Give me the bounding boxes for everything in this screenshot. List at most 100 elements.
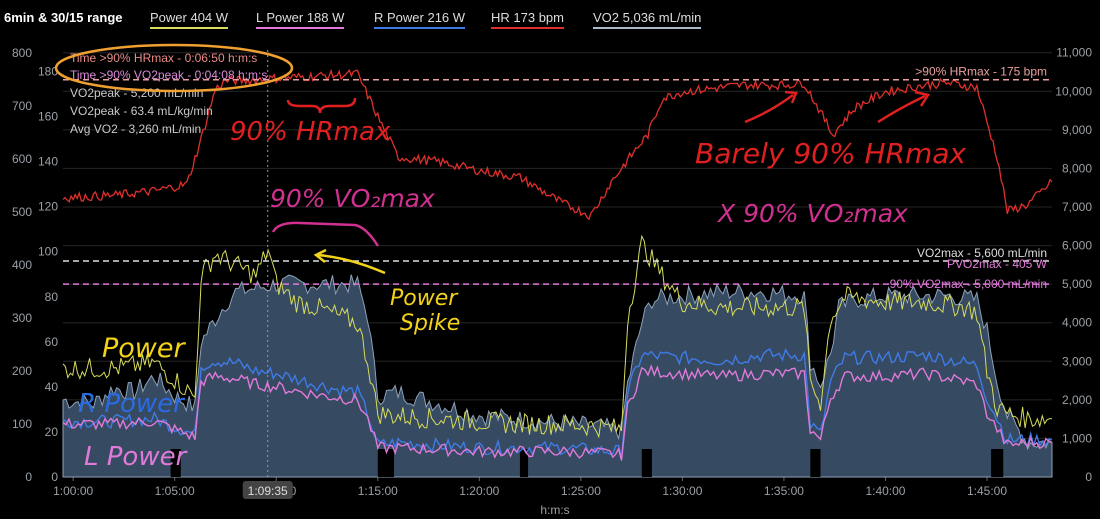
vo2-axis: 0 1,000 2,000 3,000 4,000 5,000 6,000 7,000 8,00… [1055,46,1092,484]
series-hr-line [62,68,1053,221]
vo2-tick-label: 5,000 [1062,277,1092,291]
legend-l-power[interactable]: L Power 188 W [256,10,345,29]
hr-tick-label: 80 [45,290,59,304]
stat-vo2peak: VO2peak - 5,200 mL/min [70,86,203,100]
arrowhead-1 [784,90,798,104]
stats-highlight-circle [54,43,294,93]
legend-hr[interactable]: HR 173 bpm [491,10,564,29]
stat-avg-vo2: Avg VO2 - 3,260 mL/min [70,122,201,136]
chart-series [62,68,1053,478]
reference-line-label: >90% HRmax - 175 bpm [915,65,1047,79]
series-power-line [62,234,1053,439]
recording-gap [170,449,181,477]
x-tick-label: 1:30:00 [662,484,702,498]
legend-r-power-label: R Power 216 W [374,10,466,25]
annotation-l-power: L Power [84,442,189,472]
vo2-tick-label: 7,000 [1062,200,1092,214]
recording-gap [377,449,395,477]
chart-legend-bar: 6min & 30/15 range Power 404 W L Power 1… [0,0,1100,36]
power-axis: 0 100 200 300 400 500 600 700 800 [12,46,32,484]
vo2-tick-label: 10,000 [1055,84,1092,98]
power-tick-label: 200 [12,364,32,378]
cursor-time-label: 1:09:35 [248,484,288,498]
x-tick-label: 1:05:00 [155,484,195,498]
hr-tick-label: 40 [45,380,59,394]
legend-vo2-swatch [593,27,702,29]
vo2-tick-label: 2,000 [1062,393,1092,407]
annotation-90-vo2max: 90% VO₂max [270,184,435,213]
arrow-to-power-spike [317,253,386,275]
vo2-tick-label: 9,000 [1062,123,1092,137]
vo2-brace [271,221,380,247]
hr-tick-label: 100 [38,245,58,259]
power-tick-label: 0 [25,470,32,484]
legend-power-swatch [150,27,229,29]
arrowhead-2 [914,90,931,107]
x-axis-label: h:m:s [540,503,569,517]
hr-tick-label: 160 [38,110,58,124]
legend-l-power-swatch [256,27,345,29]
x-tick-label: 1:35:00 [764,484,804,498]
legend-hr-swatch [491,27,564,29]
power-tick-label: 800 [12,46,32,60]
hr-tick-label: 60 [45,335,59,349]
annotation-power-spike-line2: Spike [400,311,460,336]
hr-axis: 0 20 40 60 80 100 120 140 160 180 [38,65,58,484]
hr-tick-label: 180 [38,65,58,79]
annotation-r-power: R Power [78,389,186,419]
annotation-power-spike-line1: Power [390,286,459,311]
recording-gap [519,449,529,477]
series-vo2-area [62,274,1053,478]
vo2-tick-label: 0 [1085,470,1092,484]
vo2-tick-label: 6,000 [1062,239,1092,253]
x-tick-label: 1:15:00 [358,484,398,498]
hr-tick-label: 20 [45,425,59,439]
chart-range-title: 6min & 30/15 range [4,10,123,25]
stats-panel: Time >90% HRmax - 0:06:50 h:m:s Time >90… [70,51,267,136]
reference-lines: >90% HRmax - 175 bpm VO2max - 5,600 mL/mi… [63,65,1052,291]
annotation-power: Power [102,333,186,364]
hr-tick-label: 120 [38,200,58,214]
stat-time-hrmax: Time >90% HRmax - 0:06:50 h:m:s [70,51,257,65]
power-tick-label: 100 [12,417,32,431]
legend-power[interactable]: Power 404 W [150,10,229,29]
vo2-tick-label: 8,000 [1062,161,1092,175]
legend-r-power[interactable]: R Power 216 W [374,10,466,29]
x-tick-label: 1:00:00 [53,484,93,498]
hr-tick-label: 140 [38,155,58,169]
vo2-tick-label: 3,000 [1062,354,1092,368]
reference-line-label: PVO2max - 405 W [947,257,1048,271]
recording-gap [641,449,652,477]
series-l-power-line [62,364,1053,461]
arrowhead-3 [313,248,327,263]
reference-line-label: 90% VO2max - 5,000 mL/min [890,277,1047,291]
power-tick-label: 600 [12,152,32,166]
legend-r-power-swatch [374,27,466,29]
vo2-tick-label: 11,000 [1056,46,1092,60]
arrow-to-hr-peak-2 [877,94,926,124]
reference-line-label: VO2max - 5,600 mL/min [917,246,1047,260]
vo2-tick-label: 1,000 [1062,431,1092,445]
recording-gap [991,449,1004,477]
hr-brace [286,97,357,114]
legend-vo2[interactable]: VO2 5,036 mL/min [593,10,702,29]
x-tick-label: 1:40:00 [865,484,905,498]
legend-power-label: Power 404 W [150,10,229,25]
legend-l-power-label: L Power 188 W [256,10,345,25]
series-r-power-line [62,348,1053,459]
annotation-x-90-vo2max: X 90% VO₂max [716,199,908,228]
legend-hr-label: HR 173 bpm [491,10,564,25]
recording-gap [810,449,821,477]
power-tick-label: 500 [12,205,32,219]
cursor-time-badge [242,481,293,499]
power-tick-label: 700 [12,99,32,113]
hr-tick-label: 0 [51,470,58,484]
annotation-barely-90-hrmax: Barely 90% HRmax [695,137,966,170]
time-axis: 1:00:001:05:001:10:001:15:001:20:001:25:… [53,476,1052,498]
vo2-tick-label: 4,000 [1062,316,1092,330]
x-tick-label: 1:45:00 [967,484,1007,498]
arrow-to-hr-peak-1 [744,93,794,124]
stat-vo2peak-kg: VO2peak - 63.4 mL/kg/min [70,104,213,118]
annotation-90-hrmax: 90% HRmax [230,117,391,147]
